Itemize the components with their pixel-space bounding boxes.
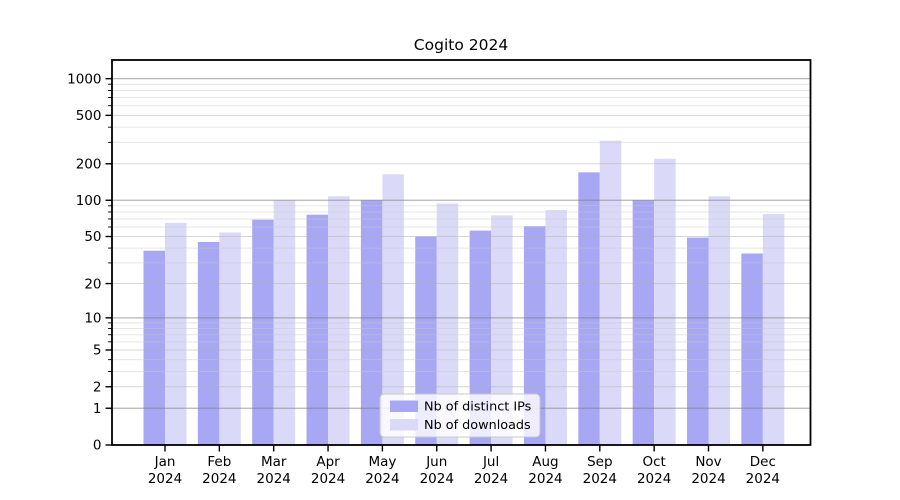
x-tick-label-month-apr: Apr — [316, 454, 340, 470]
x-tick-label-year-jun: 2024 — [420, 471, 454, 487]
x-tick-label-year-may: 2024 — [365, 471, 399, 487]
legend-swatch-distinct-ips — [390, 400, 418, 412]
bar-downloads-dec — [762, 213, 785, 445]
bar-distinct-ips-feb — [197, 241, 220, 445]
x-tick-label-month-aug: Aug — [532, 454, 558, 470]
bar-distinct-ips-nov — [687, 237, 709, 445]
x-tick-label-year-sep: 2024 — [583, 471, 617, 487]
x-axis: Jan2024Feb2024Mar2024Apr2024May2024Jun20… — [148, 445, 780, 487]
x-tick-label-month-jun: Jun — [425, 454, 447, 470]
x-tick-label-month-may: May — [368, 454, 396, 470]
bar-downloads-jan — [165, 222, 187, 445]
bar-downloads-sep — [599, 140, 622, 445]
bar-distinct-ips-sep — [578, 172, 600, 445]
x-tick-label-month-jan: Jan — [154, 454, 176, 470]
y-tick-label-20: 20 — [84, 276, 101, 292]
bar-distinct-ips-mar — [252, 219, 274, 445]
bar-distinct-ips-jun — [415, 236, 437, 445]
bar-downloads-feb — [219, 232, 241, 445]
x-tick-label-month-mar: Mar — [261, 454, 287, 470]
x-tick-label-year-apr: 2024 — [311, 471, 345, 487]
x-tick-label-month-jul: Jul — [482, 454, 499, 470]
x-tick-label-year-jan: 2024 — [148, 471, 182, 487]
bar-distinct-ips-jul — [469, 230, 492, 445]
x-tick-label-year-mar: 2024 — [257, 471, 291, 487]
bar-distinct-ips-jan — [143, 250, 165, 445]
bar-distinct-ips-aug — [523, 226, 546, 445]
legend-label-downloads: Nb of downloads — [424, 418, 531, 433]
x-tick-label-year-oct: 2024 — [637, 471, 671, 487]
bar-distinct-ips-oct — [632, 200, 655, 445]
y-tick-label-200: 200 — [76, 156, 102, 172]
y-tick-label-10: 10 — [84, 311, 101, 327]
x-tick-label-month-dec: Dec — [750, 454, 776, 470]
legend-swatch-downloads — [390, 419, 418, 431]
y-tick-label-500: 500 — [76, 108, 102, 124]
chart-title: Cogito 2024 — [414, 36, 508, 54]
legend-label-distinct-ips: Nb of distinct IPs — [424, 400, 532, 415]
y-axis: 0 1 2 5 10 20 50 100 200 500 1000 — [67, 71, 112, 454]
legend-box — [379, 393, 541, 438]
bar-downloads-may — [382, 174, 404, 445]
bar-downloads-nov — [708, 196, 730, 445]
legend: Nb of distinct IPs Nb of downloads — [379, 393, 541, 438]
bar-downloads-aug — [545, 210, 567, 445]
y-tick-label-1: 1 — [93, 401, 102, 417]
x-tick-label-month-nov: Nov — [695, 454, 721, 470]
bar-distinct-ips-dec — [741, 253, 763, 445]
bar-downloads-oct — [654, 158, 676, 446]
x-tick-label-year-jul: 2024 — [474, 471, 508, 487]
x-tick-label-month-feb: Feb — [207, 454, 231, 470]
x-tick-label-year-feb: 2024 — [202, 471, 236, 487]
x-tick-label-month-sep: Sep — [587, 454, 612, 470]
grid-layer — [108, 78, 811, 409]
y-tick-label-0: 0 — [93, 438, 102, 454]
y-tick-label-2: 2 — [93, 379, 102, 395]
bar-downloads-apr — [328, 196, 350, 445]
x-tick-label-year-aug: 2024 — [528, 471, 562, 487]
bar-distinct-ips-apr — [306, 214, 329, 445]
x-tick-label-year-nov: 2024 — [691, 471, 725, 487]
bars-layer — [143, 140, 785, 446]
plot-border — [111, 59, 812, 446]
bar-downloads-jun — [436, 203, 459, 445]
y-tick-label-1000: 1000 — [67, 71, 101, 87]
x-tick-label-month-oct: Oct — [642, 454, 665, 470]
bar-distinct-ips-may — [360, 200, 383, 445]
bar-downloads-mar — [273, 200, 296, 445]
y-tick-label-100: 100 — [76, 193, 102, 209]
y-tick-label-50: 50 — [84, 229, 101, 245]
bar-downloads-jul — [491, 215, 513, 445]
y-tick-label-5: 5 — [93, 343, 102, 359]
x-tick-label-year-dec: 2024 — [746, 471, 780, 487]
